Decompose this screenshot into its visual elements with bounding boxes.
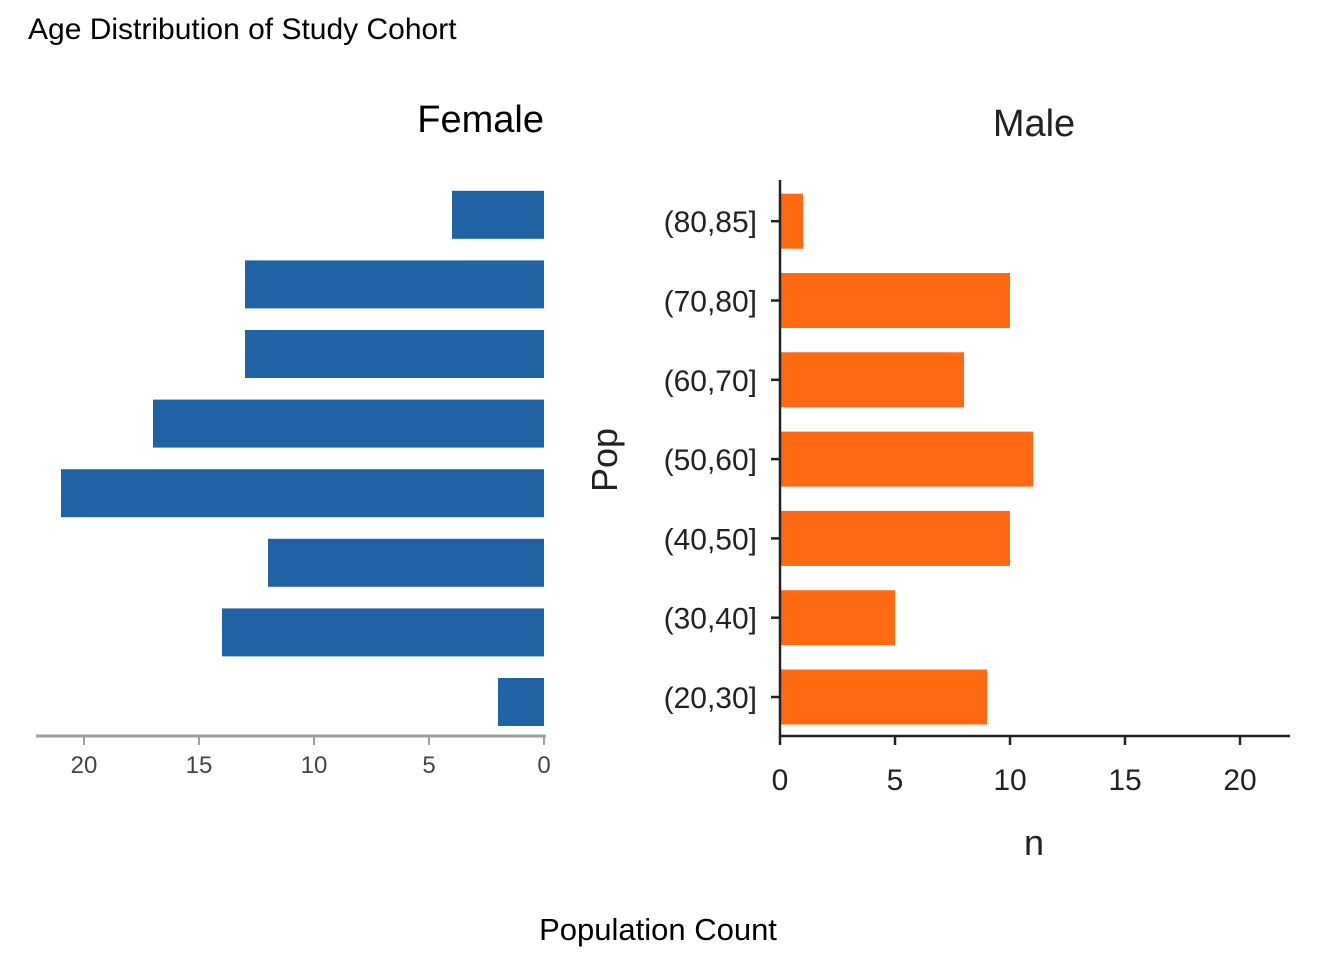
male-x-axis-label: n (1024, 822, 1044, 863)
male-y-tick-label: (50,60] (664, 444, 757, 477)
female-x-tick-label: 15 (186, 752, 213, 779)
male-bar (780, 273, 1010, 328)
male-bar (780, 590, 895, 646)
male-y-tick-label: (80,85] (664, 206, 757, 239)
male-y-tick-label: (60,70] (664, 365, 757, 398)
male-y-tick-label: (30,40] (664, 603, 757, 636)
female-bar (452, 190, 544, 239)
female-bar (245, 330, 544, 378)
male-y-tick-label: (40,50] (664, 523, 757, 556)
male-bar (780, 510, 1010, 566)
male-x-tick-label: 20 (1223, 764, 1256, 797)
female-panel: 20 15 10 5 0 (36, 190, 551, 779)
male-x-tick-label: 15 (1108, 764, 1141, 797)
chart-caption: Population Count (539, 912, 777, 947)
female-bar (153, 399, 544, 448)
female-facet-title: Female (417, 99, 544, 141)
female-bar (245, 260, 544, 309)
male-bar (780, 352, 964, 408)
male-facet-title: Male (993, 103, 1075, 145)
female-bar (268, 538, 544, 587)
male-y-axis-label: Pop (584, 428, 625, 492)
female-bar (222, 608, 544, 657)
male-x-tick-label: 0 (772, 764, 789, 797)
female-bar (498, 678, 544, 726)
male-x-tick-label: 10 (993, 764, 1026, 797)
male-bar (780, 193, 803, 249)
male-y-tick-label: (70,80] (664, 286, 757, 319)
male-y-tick-label: (20,30] (664, 682, 757, 715)
female-x-tick-label: 20 (71, 752, 98, 779)
male-bar (780, 669, 987, 725)
female-bar (61, 469, 544, 518)
male-bar (780, 431, 1033, 487)
female-x-tick-label: 0 (537, 752, 550, 779)
male-panel: (20,30] (30,40] (40,50] (50,60] (60,70] (70,8… (664, 180, 1290, 797)
female-x-tick-label: 5 (422, 752, 435, 779)
female-x-tick-label: 10 (301, 752, 328, 779)
male-x-tick-label: 5 (887, 764, 904, 797)
chart-title: Age Distribution of Study Cohort (28, 13, 457, 46)
